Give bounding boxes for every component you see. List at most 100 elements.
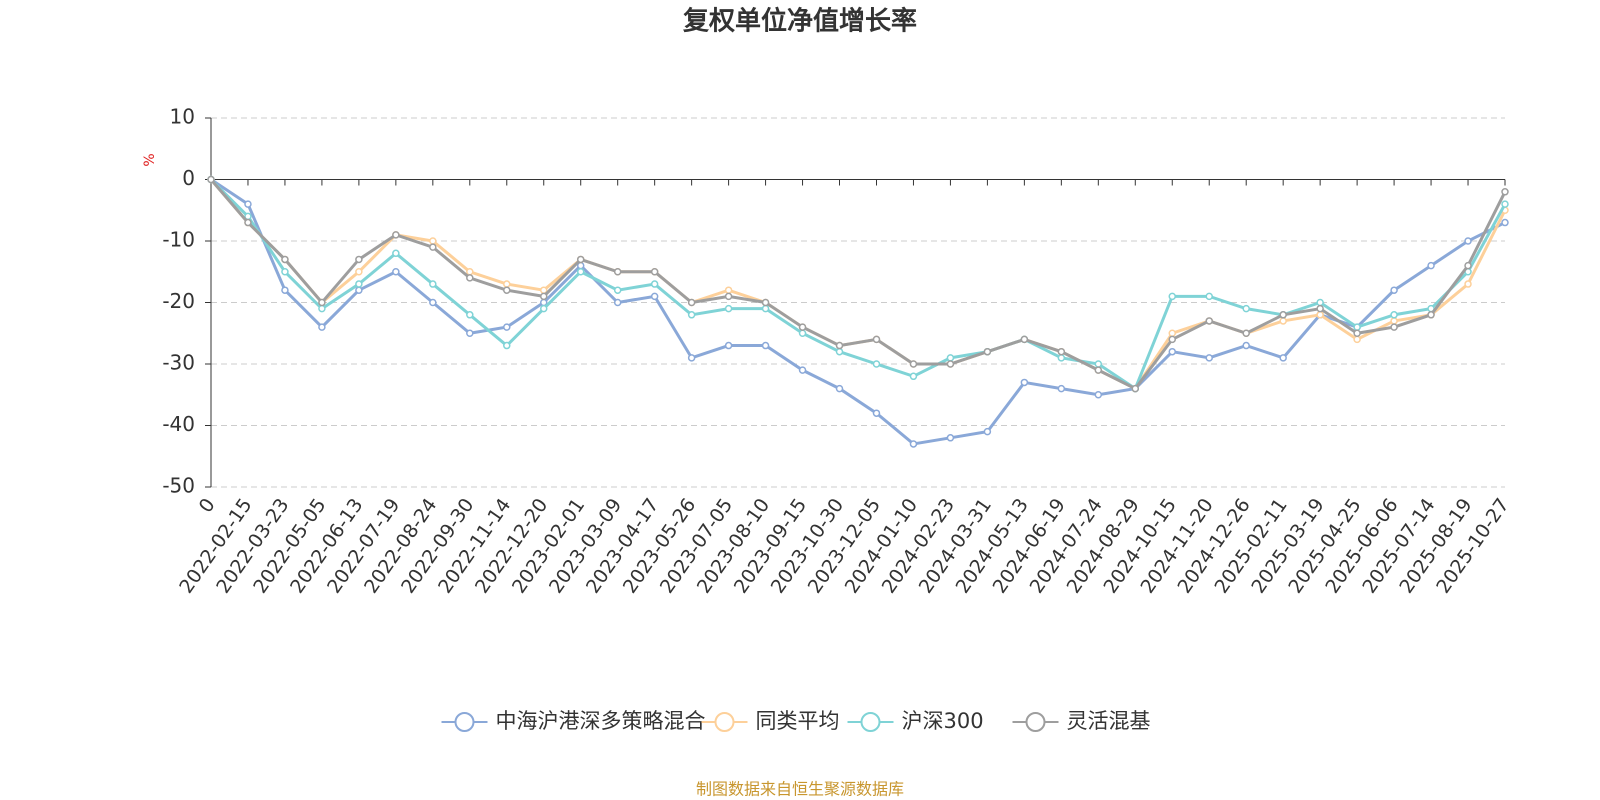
point	[392, 231, 400, 239]
point	[872, 360, 881, 368]
point	[1279, 311, 1287, 319]
point	[798, 366, 807, 374]
legend-label: 中海沪港深多策略混合	[496, 709, 706, 733]
point	[1094, 391, 1103, 399]
legend-swatch	[714, 712, 735, 732]
legend-swatch	[860, 712, 881, 732]
legend-label: 同类平均	[756, 709, 840, 733]
point	[466, 268, 474, 276]
point	[207, 175, 215, 184]
y-tick-label: -50	[162, 474, 195, 498]
point	[503, 323, 511, 331]
point	[1131, 384, 1140, 393]
series-line	[210, 178, 1506, 446]
legend-label: 沪深300	[902, 709, 984, 733]
point	[1205, 354, 1213, 362]
point	[1020, 378, 1029, 387]
point	[1501, 188, 1509, 196]
point	[1242, 341, 1250, 350]
point	[724, 304, 733, 313]
point	[1057, 354, 1066, 362]
point	[946, 360, 955, 368]
series-line	[209, 178, 1507, 391]
point	[1353, 323, 1361, 331]
source-note: 制图数据来自恒生聚源数据库	[696, 780, 904, 799]
point	[1020, 335, 1029, 344]
point	[1242, 304, 1250, 313]
point	[687, 311, 696, 319]
point	[244, 200, 252, 208]
legend-swatch	[1025, 712, 1046, 732]
y-unit: %	[142, 153, 158, 166]
point	[1316, 304, 1324, 313]
point	[466, 329, 474, 337]
point	[318, 298, 326, 307]
point	[1279, 354, 1287, 362]
point	[1057, 384, 1066, 393]
point	[1168, 329, 1177, 337]
point	[1501, 218, 1509, 227]
point	[429, 237, 437, 245]
point	[835, 341, 844, 350]
point	[724, 286, 733, 294]
point	[761, 341, 770, 350]
point	[1464, 261, 1472, 270]
y-tick-label: 0	[182, 166, 195, 190]
x-tick-label: 0	[195, 494, 220, 517]
legend-label: 灵活混基	[1067, 709, 1151, 733]
point	[946, 434, 955, 442]
point	[429, 298, 437, 307]
point	[1279, 317, 1287, 325]
point	[909, 372, 918, 381]
point	[466, 311, 474, 319]
point	[687, 354, 696, 362]
point	[761, 298, 770, 307]
point	[1242, 329, 1250, 337]
point	[650, 292, 659, 301]
point	[761, 304, 770, 313]
point	[355, 268, 363, 276]
point	[392, 249, 400, 258]
point	[724, 292, 733, 301]
legend-swatch	[454, 712, 475, 732]
point	[1390, 286, 1398, 294]
point	[835, 347, 844, 356]
point	[429, 243, 437, 251]
point	[1427, 261, 1435, 270]
point	[318, 304, 326, 313]
point	[1168, 292, 1177, 301]
point	[281, 255, 289, 264]
point	[1464, 237, 1472, 245]
point	[1205, 292, 1213, 301]
point	[281, 286, 289, 294]
point	[724, 341, 733, 350]
point	[1390, 317, 1398, 325]
point	[576, 255, 585, 264]
point	[318, 323, 326, 331]
point	[1094, 366, 1103, 374]
point	[613, 298, 622, 307]
point	[835, 384, 844, 393]
point	[983, 427, 992, 436]
point	[576, 268, 585, 276]
point	[539, 292, 548, 301]
point	[1464, 280, 1472, 288]
chart-title: 复权单位净值增长率	[683, 6, 917, 37]
point	[466, 274, 474, 282]
point	[650, 280, 659, 288]
point	[1427, 311, 1435, 319]
point	[503, 286, 511, 294]
point	[355, 255, 363, 264]
point	[244, 218, 252, 227]
point	[539, 304, 548, 313]
point	[1390, 311, 1398, 319]
point	[281, 268, 289, 276]
point	[613, 268, 622, 276]
point	[355, 280, 363, 288]
point	[1057, 347, 1066, 356]
point	[392, 268, 400, 276]
point	[909, 360, 918, 368]
point	[798, 323, 807, 331]
point	[946, 354, 955, 362]
